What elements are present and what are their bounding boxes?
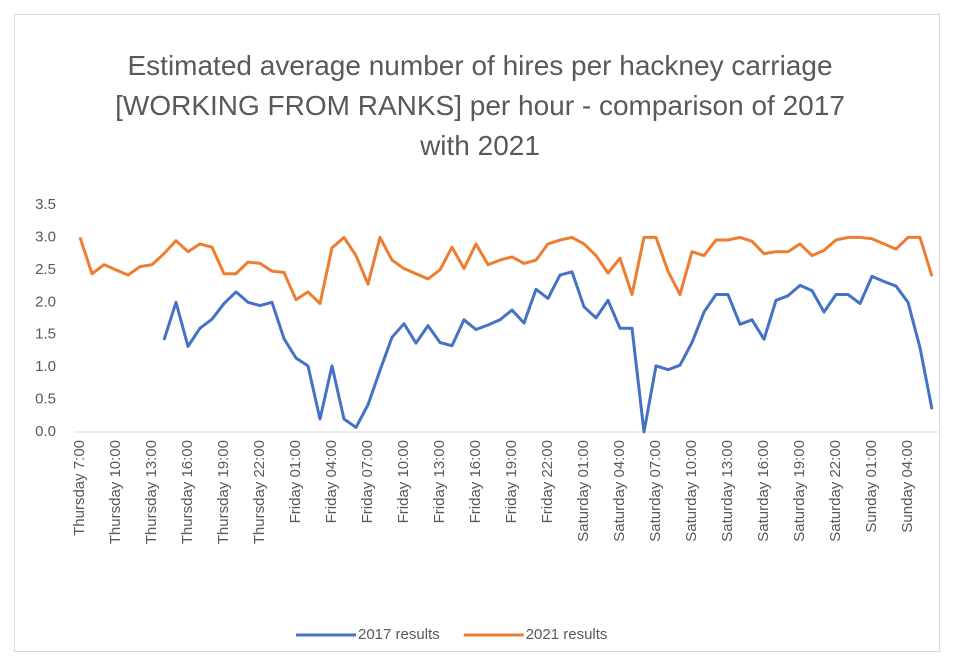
x-tick-label: Friday 19:00 bbox=[503, 440, 520, 523]
y-tick-label: 1.5 bbox=[35, 326, 56, 343]
y-tick-label: 0.0 bbox=[35, 423, 56, 440]
x-tick-label: Friday 04:00 bbox=[323, 440, 340, 523]
x-tick-label: Friday 07:00 bbox=[359, 440, 376, 523]
x-tick-label: Thursday 13:00 bbox=[143, 440, 160, 544]
x-tick-label: Saturday 10:00 bbox=[683, 440, 700, 542]
x-tick-label: Saturday 19:00 bbox=[791, 440, 808, 542]
x-tick-label: Saturday 22:00 bbox=[827, 440, 844, 542]
x-tick-label: Saturday 13:00 bbox=[719, 440, 736, 542]
y-tick-label: 1.0 bbox=[35, 358, 56, 375]
legend-label: 2021 results bbox=[526, 626, 608, 643]
x-tick-label: Sunday 01:00 bbox=[863, 440, 880, 533]
x-tick-label: Saturday 16:00 bbox=[755, 440, 772, 542]
x-tick-label: Saturday 04:00 bbox=[611, 440, 628, 542]
x-tick-label: Friday 10:00 bbox=[395, 440, 412, 523]
x-tick-label: Saturday 07:00 bbox=[647, 440, 664, 542]
x-tick-label: Friday 13:00 bbox=[431, 440, 448, 523]
series-line bbox=[78, 235, 934, 306]
legend-label: 2017 results bbox=[358, 626, 440, 643]
x-tick-label: Thursday 22:00 bbox=[251, 440, 268, 544]
y-tick-label: 2.0 bbox=[35, 293, 56, 310]
x-tick-label: Friday 22:00 bbox=[539, 440, 556, 523]
series-line bbox=[162, 270, 934, 434]
x-tick-label: Saturday 01:00 bbox=[575, 440, 592, 542]
x-tick-label: Thursday 7:00 bbox=[71, 440, 88, 536]
y-tick-label: 3.0 bbox=[35, 228, 56, 245]
x-tick-label: Thursday 16:00 bbox=[179, 440, 196, 544]
x-tick-label: Sunday 04:00 bbox=[899, 440, 916, 533]
chart-frame bbox=[14, 14, 940, 652]
y-tick-label: 3.5 bbox=[35, 196, 56, 213]
x-tick-label: Friday 16:00 bbox=[467, 440, 484, 523]
x-tick-label: Thursday 19:00 bbox=[215, 440, 232, 544]
y-tick-label: 0.5 bbox=[35, 391, 56, 408]
x-tick-label: Friday 01:00 bbox=[287, 440, 304, 523]
y-tick-label: 2.5 bbox=[35, 261, 56, 278]
x-tick-label: Thursday 10:00 bbox=[107, 440, 124, 544]
chart-title: Estimated average number of hires per ha… bbox=[115, 50, 845, 161]
